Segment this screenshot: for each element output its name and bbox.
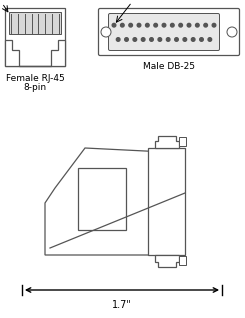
Bar bbox=[5, 8, 65, 66]
Bar bbox=[148, 148, 185, 255]
Circle shape bbox=[227, 27, 237, 37]
Circle shape bbox=[179, 24, 183, 27]
Bar bbox=[78, 168, 126, 230]
Circle shape bbox=[166, 38, 170, 41]
Circle shape bbox=[125, 38, 128, 41]
Circle shape bbox=[101, 27, 111, 37]
Text: Female RJ-45: Female RJ-45 bbox=[6, 74, 64, 83]
Circle shape bbox=[212, 24, 216, 27]
Text: Pin 1: Pin 1 bbox=[0, 0, 17, 1]
Circle shape bbox=[121, 24, 124, 27]
Circle shape bbox=[187, 24, 191, 27]
Circle shape bbox=[133, 38, 137, 41]
Polygon shape bbox=[5, 40, 65, 66]
Text: Male DB-25: Male DB-25 bbox=[143, 62, 195, 71]
Circle shape bbox=[204, 24, 208, 27]
Circle shape bbox=[116, 38, 120, 41]
Circle shape bbox=[175, 38, 178, 41]
Circle shape bbox=[208, 38, 212, 41]
Circle shape bbox=[191, 38, 195, 41]
Circle shape bbox=[158, 38, 162, 41]
Circle shape bbox=[200, 38, 203, 41]
Circle shape bbox=[137, 24, 141, 27]
Bar bbox=[179, 256, 185, 265]
Circle shape bbox=[112, 24, 116, 27]
Circle shape bbox=[150, 38, 153, 41]
Circle shape bbox=[183, 38, 187, 41]
Text: 1.7": 1.7" bbox=[112, 300, 132, 310]
Text: 8-pin: 8-pin bbox=[24, 83, 47, 92]
Circle shape bbox=[154, 24, 158, 27]
Polygon shape bbox=[155, 136, 179, 148]
Bar bbox=[179, 137, 185, 146]
Circle shape bbox=[171, 24, 174, 27]
Circle shape bbox=[141, 38, 145, 41]
Polygon shape bbox=[9, 12, 61, 34]
Circle shape bbox=[196, 24, 199, 27]
Circle shape bbox=[162, 24, 166, 27]
Polygon shape bbox=[155, 255, 179, 267]
Polygon shape bbox=[45, 148, 185, 255]
Circle shape bbox=[146, 24, 149, 27]
FancyBboxPatch shape bbox=[109, 13, 220, 51]
Circle shape bbox=[129, 24, 133, 27]
FancyBboxPatch shape bbox=[98, 9, 240, 56]
